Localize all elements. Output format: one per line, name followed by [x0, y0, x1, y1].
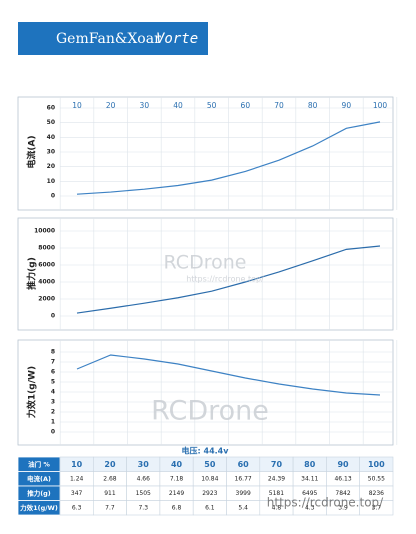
cell-value: 911	[104, 490, 116, 497]
y-tick-label: 10000	[34, 228, 55, 235]
cell-value: 1.24	[70, 475, 84, 482]
panel	[17, 339, 394, 446]
cell-value: 2.68	[103, 475, 117, 482]
data-line	[76, 245, 381, 314]
cell-value: 7842	[335, 490, 350, 497]
y-tick-label: 3	[51, 399, 55, 406]
cell-value: 46.13	[334, 475, 351, 482]
y-axis-label: 电流(A)	[26, 135, 38, 168]
y-tick-label: 4000	[38, 279, 55, 286]
cell-value: 100	[368, 460, 385, 469]
y-tick-label: 2	[51, 409, 55, 416]
cell-value: 3.9	[338, 504, 348, 511]
cell-value: 10	[71, 460, 83, 469]
x-tick-label: 70	[274, 101, 284, 110]
y-tick-label: 1	[51, 419, 55, 426]
y-axis-label: 推力(g)	[26, 257, 38, 290]
cell-value: 6.8	[172, 504, 182, 511]
watermark: RCDrone	[164, 252, 247, 274]
cell-value: 1505	[136, 490, 151, 497]
cell-value: 10.84	[201, 475, 218, 482]
cell-value: 5181	[269, 490, 284, 497]
x-tick-label: 10	[72, 101, 82, 110]
cell-value: 7.7	[105, 504, 115, 511]
y-tick-label: 0	[51, 193, 55, 200]
x-tick-label: 40	[173, 101, 183, 110]
row-label: 油门 %	[28, 459, 50, 468]
y-tick-label: 20	[47, 163, 55, 170]
watermark: https://rcdrone.top/	[186, 275, 264, 284]
data-line	[76, 121, 381, 195]
cell-value: 4.8	[272, 504, 282, 511]
cell-value: 2923	[202, 490, 217, 497]
y-tick-label: 10	[47, 178, 55, 185]
cell-value: 3.7	[372, 504, 382, 511]
cell-value: 7.18	[170, 475, 184, 482]
cell-value: 4.66	[137, 475, 151, 482]
y-tick-label: 6000	[38, 262, 55, 269]
x-tick-label: 90	[342, 101, 352, 110]
cell-value: 40	[171, 460, 183, 469]
cell-value: 8236	[369, 490, 384, 497]
table-cell	[359, 500, 394, 516]
y-tick-label: 7	[51, 359, 55, 366]
y-tick-label: 50	[47, 119, 55, 126]
row-label: 力效1(g/W)	[20, 503, 58, 512]
cell-value: 5.4	[238, 504, 248, 511]
cell-value: 80	[304, 460, 316, 469]
panel	[17, 96, 394, 211]
watermark: RCDrone	[151, 396, 269, 427]
cell-value: 2149	[169, 490, 184, 497]
x-tick-label: 80	[308, 101, 318, 110]
y-tick-label: 2000	[38, 296, 55, 303]
cell-value: 6495	[302, 490, 317, 497]
header-banner	[18, 22, 208, 55]
cell-value: 60	[238, 460, 250, 469]
cell-value: 3999	[236, 490, 251, 497]
watermark: https://rcdrone.top/	[267, 496, 384, 510]
cell-value: 347	[71, 490, 83, 497]
y-tick-label: 6	[51, 369, 55, 376]
cell-value: 16.77	[235, 475, 252, 482]
x-tick-label: 100	[373, 101, 388, 110]
brand: GemFan&Xoar	[56, 31, 161, 47]
cell-value: 34.11	[301, 475, 318, 482]
cell-value: 7.3	[138, 504, 148, 511]
cell-value: 70	[271, 460, 283, 469]
cell-value: 90	[337, 460, 349, 469]
row-label: 电流(A)	[27, 474, 51, 483]
y-axis-label: 力效1(g/W)	[26, 366, 38, 418]
x-tick-label: 30	[140, 101, 150, 110]
data-line	[76, 354, 381, 396]
cell-value: 20	[104, 460, 116, 469]
x-axis-label: 电压: 44.4v	[182, 446, 230, 456]
cell-value: 6.1	[205, 504, 215, 511]
y-tick-label: 4	[51, 389, 55, 396]
x-tick-label: 60	[241, 101, 251, 110]
y-tick-label: 30	[47, 149, 55, 156]
y-tick-label: 5	[51, 379, 55, 386]
y-tick-label: 8	[51, 349, 55, 356]
x-tick-label: 20	[106, 101, 116, 110]
cell-value: 24.39	[268, 475, 285, 482]
y-tick-label: 40	[47, 134, 55, 141]
cell-value: 30	[138, 460, 150, 469]
panel	[17, 217, 394, 331]
cell-value: 6.3	[72, 504, 82, 511]
cell-value: 50	[204, 460, 216, 469]
y-tick-label: 8000	[38, 245, 55, 252]
x-tick-label: 50	[207, 101, 217, 110]
row-label: 推力(g)	[27, 488, 51, 497]
cell-value: 50.55	[368, 475, 385, 482]
cell-value: 4.3	[305, 504, 315, 511]
y-tick-label: 0	[51, 313, 55, 320]
model: Vorte	[156, 31, 198, 47]
y-tick-label: 0	[51, 429, 55, 436]
y-tick-label: 60	[47, 105, 55, 112]
